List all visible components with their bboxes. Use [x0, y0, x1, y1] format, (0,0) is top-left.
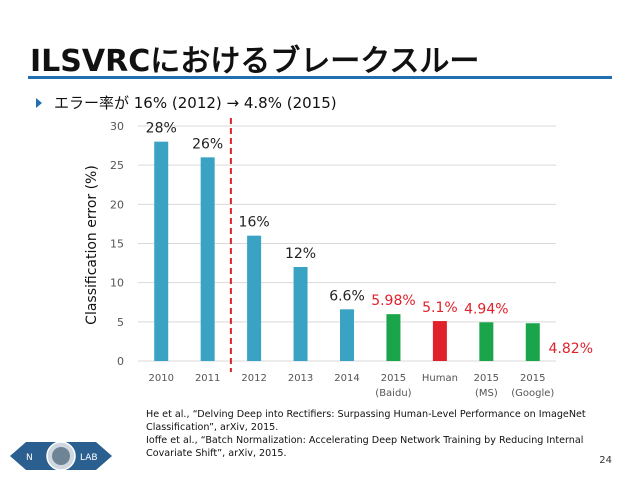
page-number: 24 — [599, 455, 612, 466]
logo-letter: N — [26, 453, 33, 463]
logo-globe-inner — [52, 447, 70, 465]
data-label: 4.94% — [464, 301, 508, 317]
x-tick-label: 2010 — [148, 373, 173, 384]
y-axis-ticks: 0 5 10 15 20 25 30 — [110, 120, 124, 368]
x-tick-label: 2014 — [334, 373, 359, 384]
bar — [293, 267, 308, 361]
bullet-text: エラー率が 16% (2012) → 4.8% (2015) — [54, 94, 337, 112]
y-tick-label: 5 — [117, 316, 124, 329]
bar — [200, 157, 215, 361]
data-label: 26% — [192, 136, 223, 152]
bars-group — [154, 141, 540, 361]
x-tick-sublabel: (Google) — [511, 388, 554, 399]
y-tick-label: 15 — [110, 238, 124, 251]
data-label: 16% — [239, 215, 270, 231]
bar — [432, 321, 447, 361]
data-label: 28% — [146, 121, 177, 137]
x-tick-sublabel: (Baidu) — [375, 388, 411, 399]
data-label: 6.6% — [329, 288, 365, 304]
reference-2: Ioffe et al., “Batch Normalization: Acce… — [146, 435, 584, 459]
x-tick-label: 2013 — [288, 373, 313, 384]
references: He et al., “Delving Deep into Rectifiers… — [146, 408, 586, 460]
slide-title: ILSVRCにおけるブレークスルー — [30, 44, 480, 79]
bar — [340, 309, 354, 361]
logo-text: LAB — [80, 453, 98, 463]
bar — [154, 141, 169, 361]
bar — [247, 235, 262, 361]
y-axis-label: Classification error (%) — [84, 165, 100, 325]
bullet-point: エラー率が 16% (2012) → 4.8% (2015) — [36, 92, 337, 113]
x-tick-label: 2011 — [195, 373, 220, 384]
x-tick-label: 2015 — [474, 373, 499, 384]
x-tick-label: 2015 — [520, 373, 545, 384]
data-label: 12% — [285, 246, 316, 262]
y-tick-label: 30 — [110, 120, 124, 133]
data-label: 5.98% — [371, 293, 415, 309]
y-tick-label: 0 — [117, 355, 124, 368]
title-underline — [28, 76, 612, 79]
lab-logo: N LAB — [10, 441, 112, 471]
data-label: 4.82% — [549, 341, 593, 357]
data-labels-group: 28% 26% 16% 12% 6.6% 5.98% 5.1% 4.94% 4.82% — [146, 121, 593, 358]
x-tick-label: 2015 — [381, 373, 406, 384]
y-tick-label: 20 — [110, 198, 124, 211]
bar — [386, 314, 401, 361]
bullet-arrow-icon — [36, 97, 42, 108]
x-axis-ticks: 2010 2011 2012 2013 2014 2015 (Baidu) Human 2015… — [148, 373, 554, 399]
data-label: 5.1% — [422, 300, 458, 316]
bar — [525, 323, 540, 361]
x-tick-label: Human — [422, 373, 458, 384]
bar — [479, 322, 494, 361]
x-tick-sublabel: (MS) — [475, 388, 498, 399]
reference-1: He et al., “Delving Deep into Rectifiers… — [146, 409, 586, 433]
y-tick-label: 10 — [110, 277, 124, 290]
y-tick-label: 25 — [110, 159, 124, 172]
x-tick-label: 2012 — [241, 373, 266, 384]
